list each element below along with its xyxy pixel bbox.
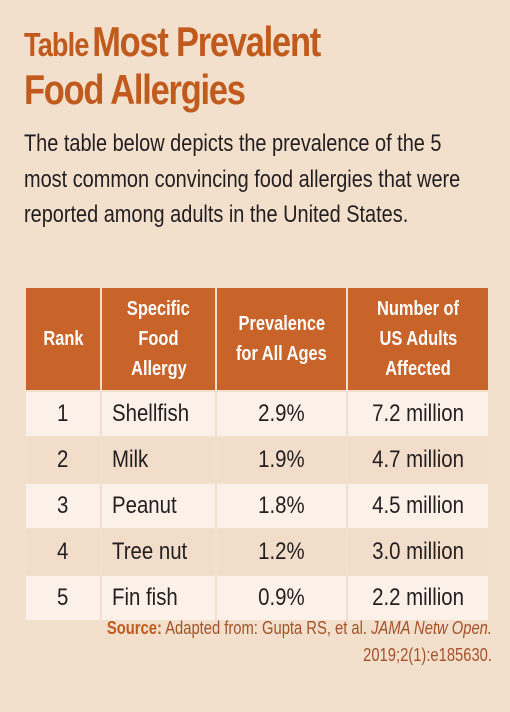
title-line-1: Table Most Prevalent: [24, 18, 409, 66]
rank-value: 4: [57, 538, 69, 565]
rank-value: 2: [57, 446, 69, 473]
table-header-row: Rank Specific Food Allergy Prevalence fo…: [24, 286, 490, 392]
adults-value: 3.0 million: [372, 538, 464, 565]
cell-rank: 1: [24, 390, 102, 438]
cell-rank: 4: [24, 528, 102, 576]
cell-adults: 4.5 million: [346, 482, 490, 530]
source-journal: JAMA Netw Open.: [371, 618, 492, 638]
food-value: Peanut: [112, 492, 177, 519]
prevalence-value: 2.9%: [258, 400, 305, 427]
header-food: Specific Food Allergy: [100, 286, 217, 392]
food-value: Tree nut: [112, 538, 188, 565]
adults-value: 4.7 million: [372, 446, 464, 473]
rank-value: 5: [57, 584, 69, 611]
cell-adults: 3.0 million: [346, 528, 490, 576]
table-row: 3 Peanut 1.8% 4.5 million: [24, 482, 490, 530]
header-rank: Rank: [24, 286, 102, 392]
header-adults-line: Affected: [385, 358, 451, 380]
source-citation-number: 2019;2(1):e185630.: [363, 645, 492, 665]
header-prevalence-line: for All Ages: [236, 343, 327, 365]
intro-paragraph: The table below depicts the prevalence o…: [24, 130, 461, 228]
adults-value: 7.2 million: [372, 400, 464, 427]
header-adults-line: US Adults: [379, 328, 457, 350]
prevalence-value: 1.8%: [258, 492, 305, 519]
header-prevalence-line: Prevalence: [238, 313, 325, 335]
source-text: Adapted from: Gupta RS, et al.: [165, 618, 368, 638]
prevalence-value: 1.2%: [258, 538, 305, 565]
page-title-line1: Most Prevalent: [92, 18, 321, 65]
adults-value: 4.5 million: [372, 492, 464, 519]
cell-rank: 2: [24, 436, 102, 484]
cell-adults: 4.7 million: [346, 436, 490, 484]
table-row: 5 Fin fish 0.9% 2.2 million: [24, 574, 490, 622]
cell-food: Fin fish: [100, 574, 217, 622]
allergy-table: Rank Specific Food Allergy Prevalence fo…: [24, 286, 490, 622]
cell-adults: 2.2 million: [346, 574, 490, 622]
cell-prevalence: 1.2%: [215, 528, 348, 576]
cell-food: Tree nut: [100, 528, 217, 576]
title-block: Table Most Prevalent Food Allergies: [24, 18, 494, 114]
cell-prevalence: 0.9%: [215, 574, 348, 622]
cell-food: Shellfish: [100, 390, 217, 438]
food-value: Shellfish: [112, 400, 190, 427]
header-food-line: Specific: [127, 298, 190, 320]
cell-food: Milk: [100, 436, 217, 484]
title-line-2: Food Allergies: [24, 66, 409, 114]
page-title-line2: Food Allergies: [24, 66, 246, 113]
header-food-line: Food: [138, 328, 179, 350]
prevalence-value: 1.9%: [258, 446, 305, 473]
source-label: Source:: [106, 618, 162, 638]
allergy-table-wrapper: Rank Specific Food Allergy Prevalence fo…: [24, 286, 490, 622]
cell-rank: 3: [24, 482, 102, 530]
header-rank-label: Rank: [42, 328, 84, 350]
header-prevalence: Prevalence for All Ages: [215, 286, 348, 392]
cell-adults: 7.2 million: [346, 390, 490, 438]
table-row: 2 Milk 1.9% 4.7 million: [24, 436, 490, 484]
cell-food: Peanut: [100, 482, 217, 530]
cell-prevalence: 1.8%: [215, 482, 348, 530]
cell-prevalence: 1.9%: [215, 436, 348, 484]
rank-value: 3: [57, 492, 69, 519]
header-adults-line: Number of: [377, 298, 459, 320]
food-value: Milk: [112, 446, 149, 473]
header-adults: Number of US Adults Affected: [346, 286, 490, 392]
source-citation: Source: Adapted from: Gupta RS, et al. J…: [66, 615, 492, 669]
table-row: 4 Tree nut 1.2% 3.0 million: [24, 528, 490, 576]
prevalence-value: 0.9%: [258, 584, 305, 611]
food-value: Fin fish: [112, 584, 178, 611]
rank-value: 1: [57, 400, 69, 427]
cell-rank: 5: [24, 574, 102, 622]
adults-value: 2.2 million: [372, 584, 464, 611]
title-prefix: Table: [24, 26, 89, 63]
table-row: 1 Shellfish 2.9% 7.2 million: [24, 390, 490, 438]
cell-prevalence: 2.9%: [215, 390, 348, 438]
header-food-line: Allergy: [130, 358, 187, 380]
